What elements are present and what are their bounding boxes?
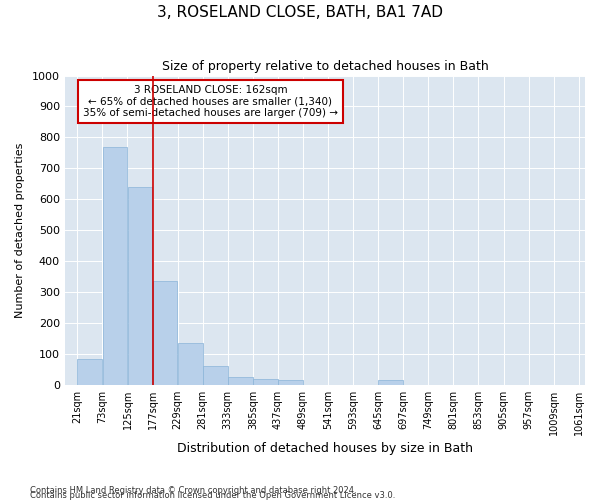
Bar [278, 380, 303, 385]
Text: 3 ROSELAND CLOSE: 162sqm
← 65% of detached houses are smaller (1,340)
35% of sem: 3 ROSELAND CLOSE: 162sqm ← 65% of detach… [83, 85, 338, 118]
Bar [253, 379, 278, 385]
Bar [128, 187, 152, 385]
Y-axis label: Number of detached properties: Number of detached properties [15, 142, 25, 318]
Bar [103, 146, 127, 385]
Text: 3, ROSELAND CLOSE, BATH, BA1 7AD: 3, ROSELAND CLOSE, BATH, BA1 7AD [157, 5, 443, 20]
Bar [228, 377, 253, 385]
Bar [203, 366, 227, 385]
X-axis label: Distribution of detached houses by size in Bath: Distribution of detached houses by size … [177, 442, 473, 455]
Bar [152, 282, 178, 385]
Bar [378, 380, 403, 385]
Title: Size of property relative to detached houses in Bath: Size of property relative to detached ho… [161, 60, 488, 73]
Text: Contains HM Land Registry data © Crown copyright and database right 2024.: Contains HM Land Registry data © Crown c… [30, 486, 356, 495]
Text: Contains public sector information licensed under the Open Government Licence v3: Contains public sector information licen… [30, 491, 395, 500]
Bar [178, 343, 203, 385]
Bar [77, 358, 102, 385]
